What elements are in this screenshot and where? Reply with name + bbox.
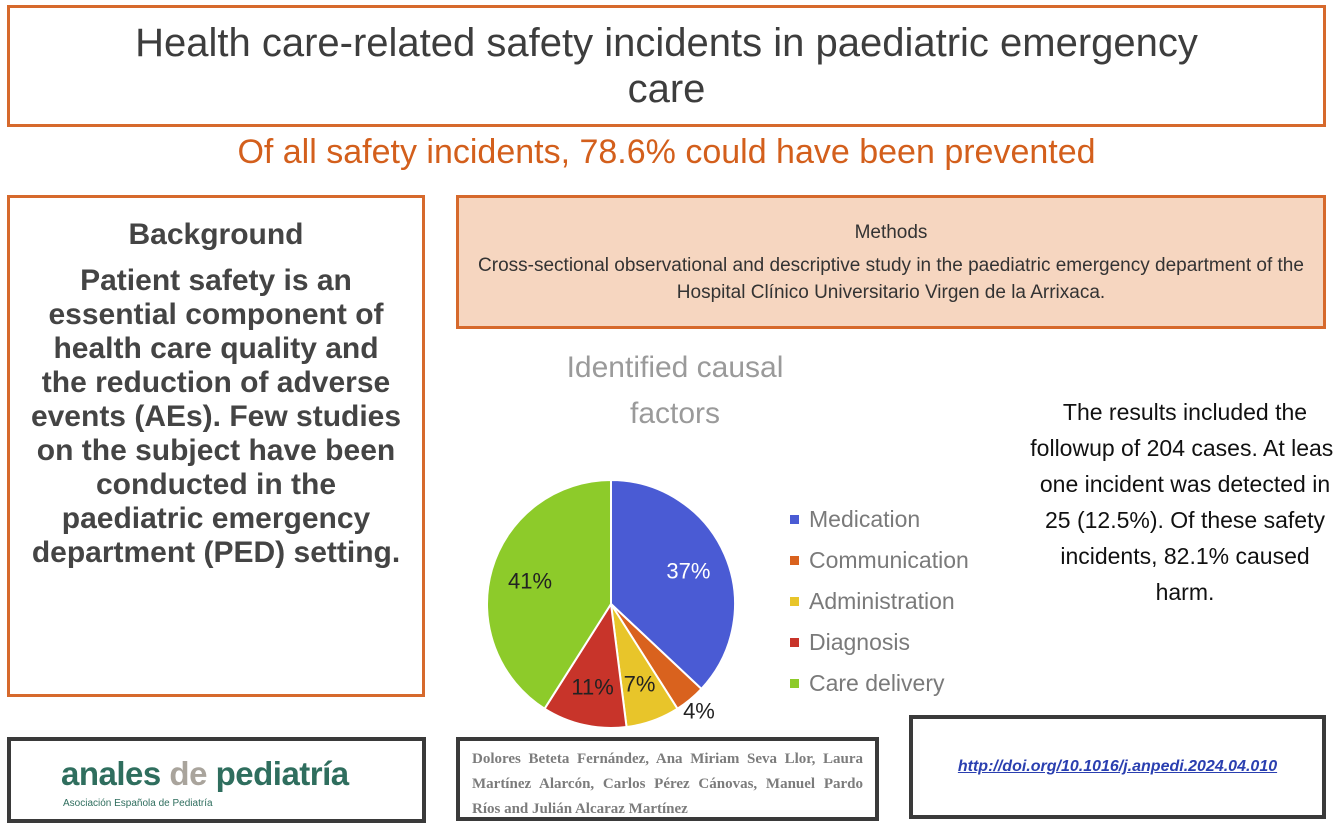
background-heading: Background [128,218,304,251]
pie-slice-diagnosis [543,601,628,729]
legend-label: Administration [809,588,955,614]
chart-legend: Medication Communication Administration Dia… [790,499,969,704]
methods-box: Methods Cross-sectional observational an… [456,195,1326,329]
legend-label: Medication [809,506,921,532]
background-box: Background Patient safety is an essentia… [7,195,425,697]
legend-item: Administration [790,581,969,622]
legend-label: Care delivery [809,670,945,696]
page-title: Health care-related safety incidents in … [135,21,1198,111]
background-text: Patient safety is an essential component… [30,264,402,569]
journal-logo: anales de pediatría [61,755,349,793]
doi-link[interactable]: http://doi.org/10.1016/j.anpedi.2024.04.… [957,758,1278,775]
journal-logo-box: anales de pediatría Asociación Española … [7,737,426,823]
legend-label: Communication [809,547,969,573]
pie-chart: 37% 4% 7% 11% 41% [486,478,736,729]
logo-text-1: anales [61,755,170,792]
legend-swatch [790,638,799,647]
doi-box: http://doi.org/10.1016/j.anpedi.2024.04.… [909,715,1326,819]
logo-text-2: de [169,755,207,792]
results-text: The results included the followup of 204… [1030,399,1333,605]
legend-item: Diagnosis [790,622,969,663]
pie-label: 11% [571,674,613,699]
pie-label: 41% [508,568,552,593]
pie-slice-care-delivery [486,478,612,711]
title-box: Health care-related safety incidents in … [7,5,1326,127]
logo-text-3: pediatría [206,755,350,792]
chart-title: Identified causal factors [566,351,784,430]
methods-text: Cross-sectional observational and descri… [478,255,1304,303]
legend-swatch [790,679,799,688]
methods-heading: Methods [854,222,928,243]
legend-item: Medication [790,499,969,540]
legend-swatch [790,556,799,565]
legend-swatch [790,515,799,524]
pie-label: 4% [683,698,715,723]
pie-slice-medication [610,478,736,691]
journal-society: Asociación Española de Pediatría [63,798,213,809]
legend-swatch [790,597,799,606]
key-finding: Of all safety incidents, 78.6% could hav… [237,133,1096,171]
legend-item: Care delivery [790,663,969,704]
authors-box: Dolores Beteta Fernández, Ana Miriam Sev… [456,737,879,821]
authors-text: Dolores Beteta Fernández, Ana Miriam Sev… [472,751,863,817]
legend-item: Communication [790,540,969,581]
pie-label: 37% [666,559,710,584]
pie-label: 7% [624,671,656,696]
legend-label: Diagnosis [809,629,910,655]
